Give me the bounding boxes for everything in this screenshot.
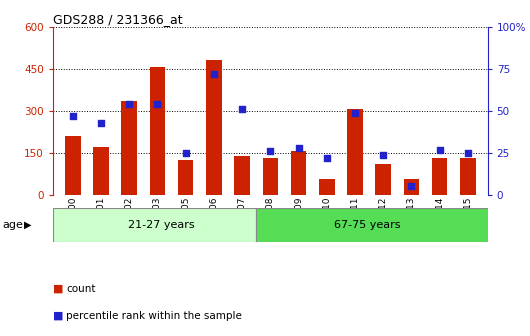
- Point: [435, 147, 444, 152]
- Point: [464, 150, 472, 156]
- Point: [407, 184, 416, 189]
- Bar: [121, 101, 137, 195]
- Bar: [93, 147, 109, 195]
- Bar: [404, 179, 419, 195]
- Text: ■: ■: [53, 284, 64, 294]
- Bar: [432, 159, 447, 195]
- Point: [181, 150, 190, 156]
- Point: [322, 155, 331, 161]
- Point: [294, 145, 303, 151]
- Text: ■: ■: [53, 311, 64, 321]
- Bar: [347, 110, 363, 195]
- Text: ▶: ▶: [24, 220, 31, 230]
- Bar: [206, 60, 222, 195]
- Bar: [234, 156, 250, 195]
- Point: [266, 149, 275, 154]
- Bar: [149, 68, 165, 195]
- Bar: [256, 208, 488, 242]
- Point: [351, 110, 359, 115]
- Text: age: age: [3, 220, 23, 230]
- Point: [210, 71, 218, 77]
- Point: [125, 101, 134, 107]
- Text: 67-75 years: 67-75 years: [334, 220, 401, 230]
- Point: [379, 152, 387, 157]
- Point: [238, 107, 246, 112]
- Text: count: count: [66, 284, 96, 294]
- Bar: [460, 159, 475, 195]
- Bar: [319, 179, 334, 195]
- Bar: [375, 164, 391, 195]
- Text: GDS288 / 231366_at: GDS288 / 231366_at: [53, 13, 183, 26]
- Text: 21-27 years: 21-27 years: [128, 220, 195, 230]
- Bar: [178, 160, 193, 195]
- Point: [153, 101, 162, 107]
- Text: percentile rank within the sample: percentile rank within the sample: [66, 311, 242, 321]
- Point: [97, 120, 105, 125]
- Point: [68, 113, 77, 119]
- Bar: [65, 136, 81, 195]
- Bar: [291, 152, 306, 195]
- Bar: [262, 159, 278, 195]
- Bar: [53, 208, 256, 242]
